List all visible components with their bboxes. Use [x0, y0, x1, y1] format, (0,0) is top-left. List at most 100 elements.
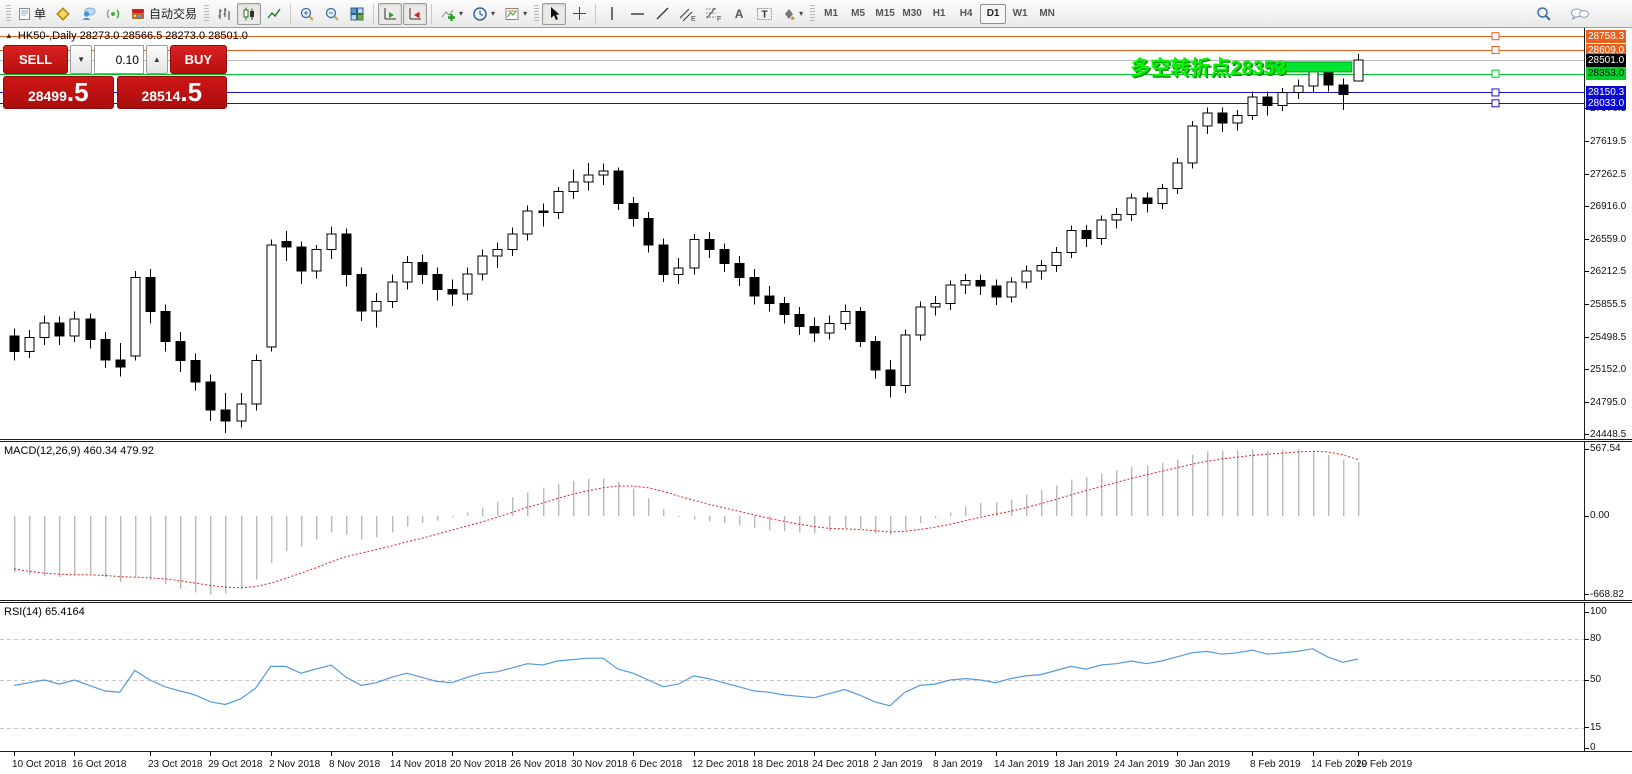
chevron-down-icon[interactable]: ▾	[523, 9, 528, 18]
periods-button[interactable]: ▾	[468, 3, 499, 25]
macd-indicator-plot[interactable]	[0, 442, 1584, 600]
rsi-indicator-label: RSI(14) 65.4164	[4, 606, 85, 618]
line-handle[interactable]	[1491, 32, 1500, 41]
collapse-icon[interactable]: ▲	[5, 31, 13, 40]
new-order-label: 单	[34, 7, 47, 21]
templates-icon	[504, 6, 520, 22]
macd-signal-line	[13, 450, 1359, 589]
candle-body	[371, 301, 382, 312]
candle-body	[1081, 229, 1092, 240]
gold-market-button[interactable]	[51, 3, 75, 25]
candle-body	[553, 190, 564, 214]
chevron-down-icon[interactable]: ▾	[799, 9, 804, 18]
vertical-line-button[interactable]	[600, 3, 624, 25]
line-handle[interactable]	[1491, 88, 1500, 97]
candle-body	[930, 302, 941, 308]
candle-body	[492, 249, 503, 257]
tab-timeframe-m5[interactable]: M5	[851, 8, 866, 19]
templates-button[interactable]: ▾	[500, 3, 531, 25]
line-chart-button[interactable]	[262, 3, 286, 25]
highlight-rectangle[interactable]	[1269, 61, 1353, 73]
tab-timeframe-m15[interactable]: M15	[875, 8, 895, 19]
zoom-out-button[interactable]	[320, 3, 344, 25]
toolbar-grip[interactable]	[810, 4, 816, 23]
macd-histogram-bar	[210, 516, 212, 595]
volume-input[interactable]	[93, 45, 144, 74]
volume-increase-button[interactable]: ▲	[145, 45, 168, 74]
annotation-text[interactable]: 多空转折点28353	[1130, 55, 1286, 79]
sell-price-tile[interactable]: 28499 .5	[3, 76, 114, 109]
trend-line-button[interactable]	[650, 3, 674, 25]
crosshair-button[interactable]	[567, 3, 591, 25]
macd-histogram-bar	[195, 516, 197, 593]
pane-separator[interactable]	[0, 439, 1632, 442]
candle-body	[175, 340, 186, 362]
autotrading-button[interactable]: 自动交易	[126, 3, 201, 25]
pane-separator[interactable]	[0, 600, 1632, 603]
tab-timeframe-w1[interactable]: W1	[1012, 8, 1028, 19]
new-order-button[interactable]: 单	[14, 3, 50, 25]
macd-histogram-bar	[1177, 459, 1179, 516]
time-axis[interactable]: 10 Oct 2018 16 Oct 2018 23 Oct 2018 29 Oct …	[0, 751, 1632, 774]
macd-histogram-bar	[105, 516, 107, 578]
bar-chart-button[interactable]	[212, 3, 236, 25]
tab-timeframe-d1[interactable]: D1	[980, 3, 1007, 24]
macd-histogram-bar	[1071, 479, 1073, 516]
horizontal-line-button[interactable]	[625, 3, 649, 25]
text-label-button[interactable]: T	[752, 3, 777, 25]
auto-scroll-button[interactable]	[378, 2, 403, 25]
equidistant-channel-button[interactable]: E	[675, 3, 700, 25]
time-tick-label: 29 Oct 2018	[208, 759, 263, 770]
rsi-tick-label: 0	[1590, 742, 1596, 753]
indicators-button[interactable]: ▾	[436, 3, 467, 25]
rsi-tick-label: 80	[1590, 633, 1602, 645]
toolbar-grip[interactable]	[534, 4, 540, 23]
rsi-indicator-plot[interactable]	[0, 603, 1584, 751]
macd-histogram-bar	[905, 516, 907, 531]
toolbar-grip[interactable]	[204, 4, 210, 23]
candle-body	[477, 255, 488, 275]
tab-timeframe-mn[interactable]: MN	[1039, 8, 1055, 19]
price-axis[interactable]: 27976.527619.527262.526916.026559.026212…	[1584, 28, 1632, 753]
community-button[interactable]	[76, 3, 100, 25]
time-tick-label: 6 Dec 2018	[631, 759, 683, 770]
chart-title-bar[interactable]: ▲ HK50-,Daily 28273.0 28566.5 28273.0 28…	[0, 29, 1580, 42]
candle-body	[507, 233, 518, 251]
signals-button[interactable]	[101, 3, 125, 25]
cursor-button[interactable]	[542, 2, 567, 25]
search-button[interactable]	[1532, 3, 1556, 25]
text-button[interactable]: A	[727, 3, 751, 25]
buy-price-tile[interactable]: 28514 .5	[116, 76, 227, 109]
arrows-button[interactable]: ▾	[778, 3, 807, 25]
line-handle[interactable]	[1491, 99, 1500, 108]
chat-button[interactable]	[1566, 3, 1594, 25]
horizontal-line-icon	[630, 8, 645, 20]
candle-body	[870, 340, 881, 371]
candle-body	[522, 210, 533, 235]
toolbar-grip[interactable]	[6, 4, 11, 23]
chart-shift-button[interactable]	[403, 2, 428, 25]
tile-windows-button[interactable]	[345, 3, 369, 25]
macd-histogram-bar	[920, 516, 922, 524]
sell-button[interactable]: SELL	[3, 45, 69, 74]
line-handle[interactable]	[1491, 69, 1500, 78]
chevron-down-icon[interactable]: ▾	[459, 9, 464, 18]
candlestick-chart-button[interactable]	[237, 2, 262, 25]
buy-button[interactable]: BUY	[169, 45, 227, 74]
chevron-down-icon[interactable]: ▾	[491, 9, 496, 18]
tab-timeframe-h4[interactable]: H4	[959, 8, 973, 19]
fibonacci-retracement-button[interactable]: F	[701, 3, 726, 25]
candle-body	[1096, 219, 1107, 240]
volume-decrease-button[interactable]: ▼	[70, 45, 92, 74]
candle-body	[24, 337, 35, 352]
tab-timeframe-m1[interactable]: M1	[824, 8, 839, 19]
macd-tick-mark	[1585, 448, 1589, 450]
tab-timeframe-h1[interactable]: H1	[932, 8, 946, 19]
tab-timeframe-m30[interactable]: M30	[902, 8, 922, 19]
time-tick-label: 10 Oct 2018	[12, 759, 67, 770]
line-handle[interactable]	[1491, 46, 1500, 55]
candle-body	[1036, 264, 1047, 272]
zoom-in-button[interactable]	[295, 3, 319, 25]
text-icon: A	[734, 6, 744, 21]
